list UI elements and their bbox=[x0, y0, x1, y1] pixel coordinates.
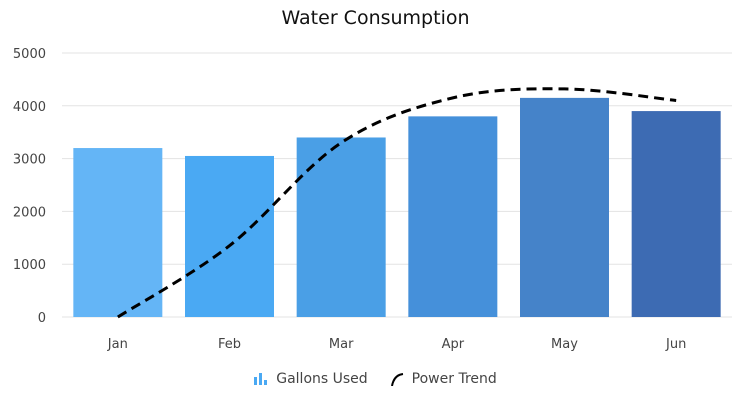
bar-series-icon bbox=[254, 373, 268, 385]
trendline-icon bbox=[390, 373, 403, 386]
x-tick-label: Mar bbox=[329, 337, 354, 352]
trend-line bbox=[117, 87, 677, 319]
y-tick-label: 2000 bbox=[13, 205, 46, 220]
y-tick-label: 3000 bbox=[13, 153, 46, 168]
y-tick-label: 1000 bbox=[13, 258, 46, 273]
legend-label: Power Trend bbox=[411, 371, 497, 387]
legend: Gallons Used Power Trend bbox=[0, 371, 751, 387]
bar bbox=[408, 116, 498, 317]
x-tick-label: Jun bbox=[665, 337, 686, 352]
bar bbox=[185, 155, 274, 317]
chart-title: Water Consumption bbox=[281, 7, 470, 29]
x-tick-label: Jan bbox=[107, 337, 128, 352]
bar bbox=[520, 97, 609, 317]
legend-label: Gallons Used bbox=[276, 371, 368, 387]
bar bbox=[296, 137, 386, 317]
x-tick-label: Feb bbox=[218, 337, 241, 352]
bar bbox=[631, 111, 721, 317]
legend-item-gallons[interactable]: Gallons Used bbox=[254, 371, 368, 387]
x-tick-label: May bbox=[551, 337, 578, 352]
y-tick-label: 0 bbox=[38, 311, 46, 326]
legend-item-trend[interactable]: Power Trend bbox=[390, 371, 497, 387]
x-tick-label: Apr bbox=[442, 337, 465, 352]
y-tick-label: 5000 bbox=[13, 47, 46, 62]
bar bbox=[73, 148, 163, 317]
y-tick-label: 4000 bbox=[13, 100, 46, 115]
